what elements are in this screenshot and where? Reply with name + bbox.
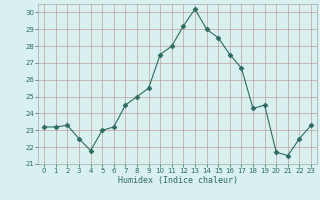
X-axis label: Humidex (Indice chaleur): Humidex (Indice chaleur) [118, 176, 238, 185]
